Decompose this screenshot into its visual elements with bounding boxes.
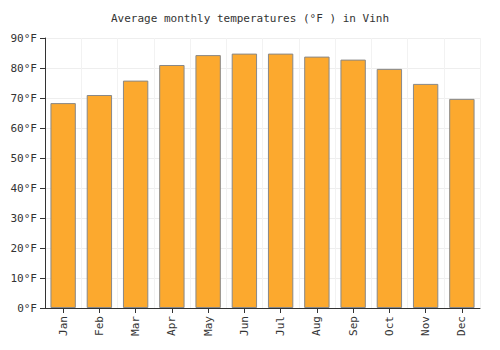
svg-text:50°F: 50°F [11,152,38,165]
svg-text:Jun: Jun [238,316,251,336]
svg-text:Sep: Sep [347,316,360,336]
svg-text:30°F: 30°F [11,212,38,225]
svg-text:60°F: 60°F [11,122,38,135]
svg-text:Oct: Oct [383,316,396,336]
svg-text:20°F: 20°F [11,242,38,255]
svg-text:Apr: Apr [165,316,178,336]
svg-text:0°F: 0°F [17,302,37,315]
svg-text:80°F: 80°F [11,62,38,75]
svg-text:Jul: Jul [274,316,287,336]
svg-text:40°F: 40°F [11,182,38,195]
svg-text:Mar: Mar [129,316,142,336]
svg-text:Feb: Feb [93,316,106,336]
svg-text:May: May [202,316,215,336]
svg-text:10°F: 10°F [11,272,38,285]
svg-text:90°F: 90°F [11,32,38,45]
svg-text:Jan: Jan [57,316,70,336]
svg-text:70°F: 70°F [11,92,38,105]
svg-text:Nov: Nov [419,316,432,336]
svg-text:Aug: Aug [310,316,323,336]
svg-text:Dec: Dec [455,316,468,336]
svg-text:Average monthly temperatures (: Average monthly temperatures (°F ) in Vi… [111,12,389,25]
